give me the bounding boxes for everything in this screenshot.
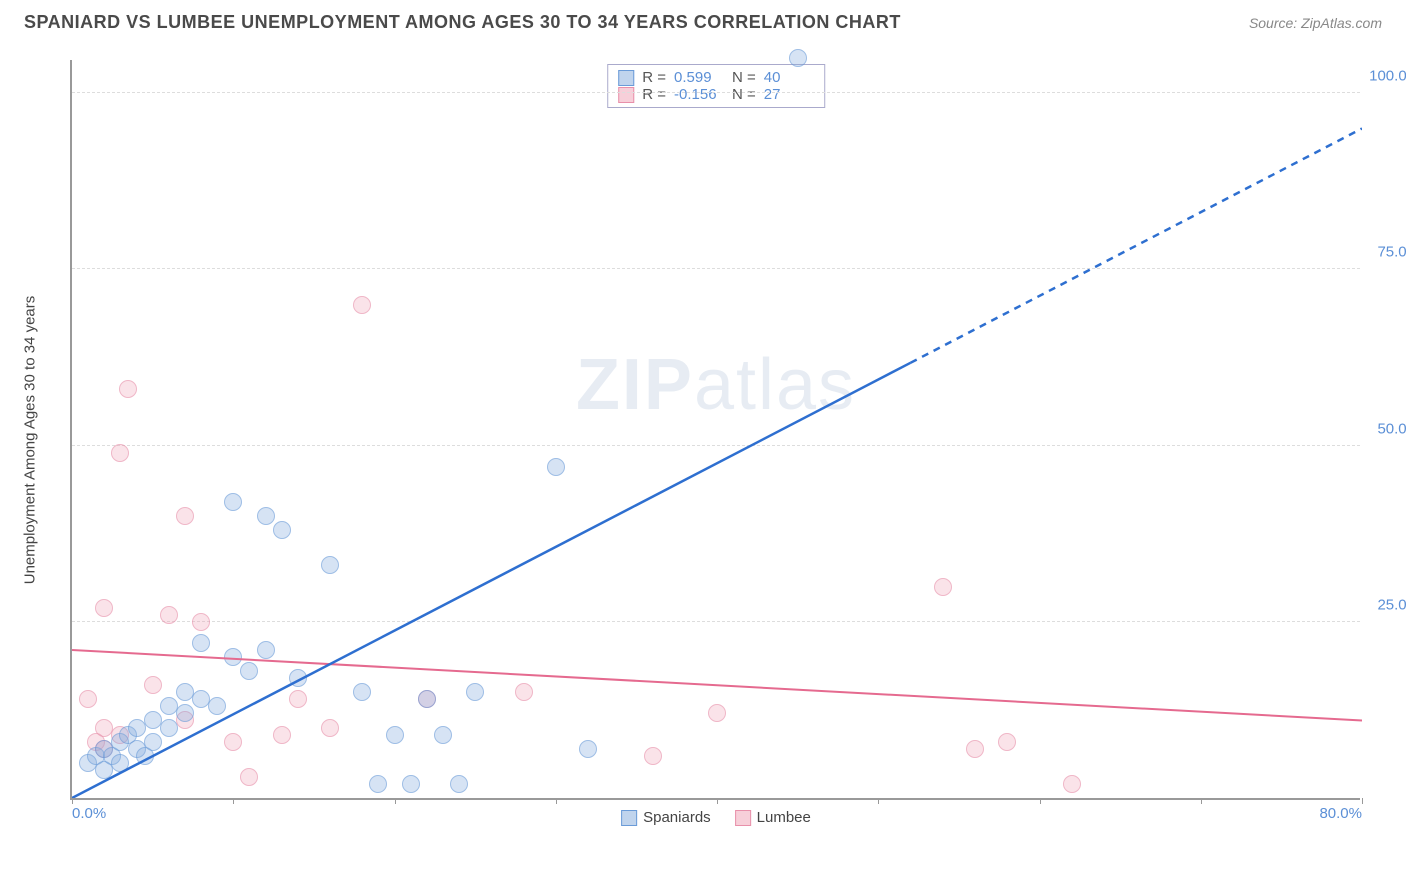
watermark: ZIPatlas	[576, 344, 856, 426]
chart-container: Unemployment Among Ages 30 to 34 years Z…	[50, 60, 1380, 820]
data-point-lumbee	[176, 507, 194, 525]
legend-item-spaniards: Spaniards	[621, 809, 711, 826]
plot-area: ZIPatlas R = 0.599 N = 40 R = -0.156 N =…	[70, 60, 1360, 800]
data-point-lumbee	[144, 676, 162, 694]
data-point-spaniards	[111, 754, 129, 772]
data-point-lumbee	[79, 690, 97, 708]
x-tick	[72, 798, 73, 804]
data-point-lumbee	[998, 733, 1016, 751]
chart-title: SPANIARD VS LUMBEE UNEMPLOYMENT AMONG AG…	[24, 12, 901, 33]
data-point-lumbee	[273, 726, 291, 744]
data-point-spaniards	[547, 458, 565, 476]
data-point-lumbee	[966, 740, 984, 758]
data-point-lumbee	[708, 704, 726, 722]
y-tick-label: 75.0%	[1377, 244, 1406, 261]
r-label: R =	[642, 86, 666, 103]
trend-line	[911, 128, 1363, 362]
r-value-lumbee: -0.156	[674, 86, 724, 103]
gridline	[72, 621, 1360, 622]
x-tick	[1040, 798, 1041, 804]
r-value-spaniards: 0.599	[674, 69, 724, 86]
correlation-stats-box: R = 0.599 N = 40 R = -0.156 N = 27	[607, 64, 825, 108]
legend-label-spaniards: Spaniards	[643, 809, 711, 826]
data-point-spaniards	[353, 683, 371, 701]
gridline	[72, 445, 1360, 446]
data-point-spaniards	[240, 662, 258, 680]
trendlines-overlay	[72, 58, 1362, 798]
x-tick	[878, 798, 879, 804]
x-tick	[717, 798, 718, 804]
data-point-spaniards	[450, 775, 468, 793]
data-point-lumbee	[95, 599, 113, 617]
data-point-spaniards	[321, 556, 339, 574]
data-point-spaniards	[579, 740, 597, 758]
x-tick	[1201, 798, 1202, 804]
data-point-spaniards	[386, 726, 404, 744]
swatch-pink-icon	[618, 87, 634, 103]
data-point-lumbee	[934, 578, 952, 596]
data-point-spaniards	[144, 733, 162, 751]
data-point-spaniards	[257, 507, 275, 525]
x-tick	[556, 798, 557, 804]
data-point-lumbee	[515, 683, 533, 701]
data-point-lumbee	[1063, 775, 1081, 793]
data-point-spaniards	[466, 683, 484, 701]
source-attribution: Source: ZipAtlas.com	[1249, 15, 1382, 31]
legend: Spaniards Lumbee	[621, 809, 811, 826]
data-point-lumbee	[160, 606, 178, 624]
data-point-spaniards	[224, 648, 242, 666]
data-point-lumbee	[289, 690, 307, 708]
legend-label-lumbee: Lumbee	[757, 809, 811, 826]
r-label: R =	[642, 69, 666, 86]
watermark-atlas: atlas	[694, 345, 856, 425]
data-point-spaniards	[369, 775, 387, 793]
x-tick	[395, 798, 396, 804]
trend-line	[72, 363, 911, 798]
data-point-lumbee	[111, 444, 129, 462]
y-axis-title: Unemployment Among Ages 30 to 34 years	[22, 296, 39, 585]
data-point-spaniards	[208, 697, 226, 715]
data-point-lumbee	[353, 296, 371, 314]
data-point-lumbee	[321, 719, 339, 737]
data-point-lumbee	[644, 747, 662, 765]
gridline	[72, 92, 1360, 93]
swatch-blue-icon	[621, 810, 637, 826]
data-point-spaniards	[176, 704, 194, 722]
n-label: N =	[732, 86, 756, 103]
data-point-spaniards	[789, 49, 807, 67]
swatch-pink-icon	[735, 810, 751, 826]
watermark-zip: ZIP	[576, 345, 694, 425]
data-point-spaniards	[273, 521, 291, 539]
data-point-lumbee	[192, 613, 210, 631]
data-point-spaniards	[192, 634, 210, 652]
data-point-spaniards	[160, 719, 178, 737]
data-point-lumbee	[224, 733, 242, 751]
y-tick-label: 50.0%	[1377, 420, 1406, 437]
data-point-spaniards	[289, 669, 307, 687]
n-value-lumbee: 27	[764, 86, 814, 103]
swatch-blue-icon	[618, 70, 634, 86]
n-value-spaniards: 40	[764, 69, 814, 86]
n-label: N =	[732, 69, 756, 86]
x-tick-label: 0.0%	[72, 805, 106, 822]
data-point-spaniards	[402, 775, 420, 793]
gridline	[72, 268, 1360, 269]
data-point-spaniards	[434, 726, 452, 744]
data-point-lumbee	[119, 380, 137, 398]
y-tick-label: 100.0%	[1369, 68, 1406, 85]
data-point-spaniards	[257, 641, 275, 659]
x-tick	[233, 798, 234, 804]
data-point-spaniards	[418, 690, 436, 708]
data-point-spaniards	[224, 493, 242, 511]
stats-row-lumbee: R = -0.156 N = 27	[618, 86, 814, 103]
x-tick-label: 80.0%	[1319, 805, 1362, 822]
x-tick	[1362, 798, 1363, 804]
stats-row-spaniards: R = 0.599 N = 40	[618, 69, 814, 86]
data-point-lumbee	[240, 768, 258, 786]
legend-item-lumbee: Lumbee	[735, 809, 811, 826]
y-tick-label: 25.0%	[1377, 596, 1406, 613]
